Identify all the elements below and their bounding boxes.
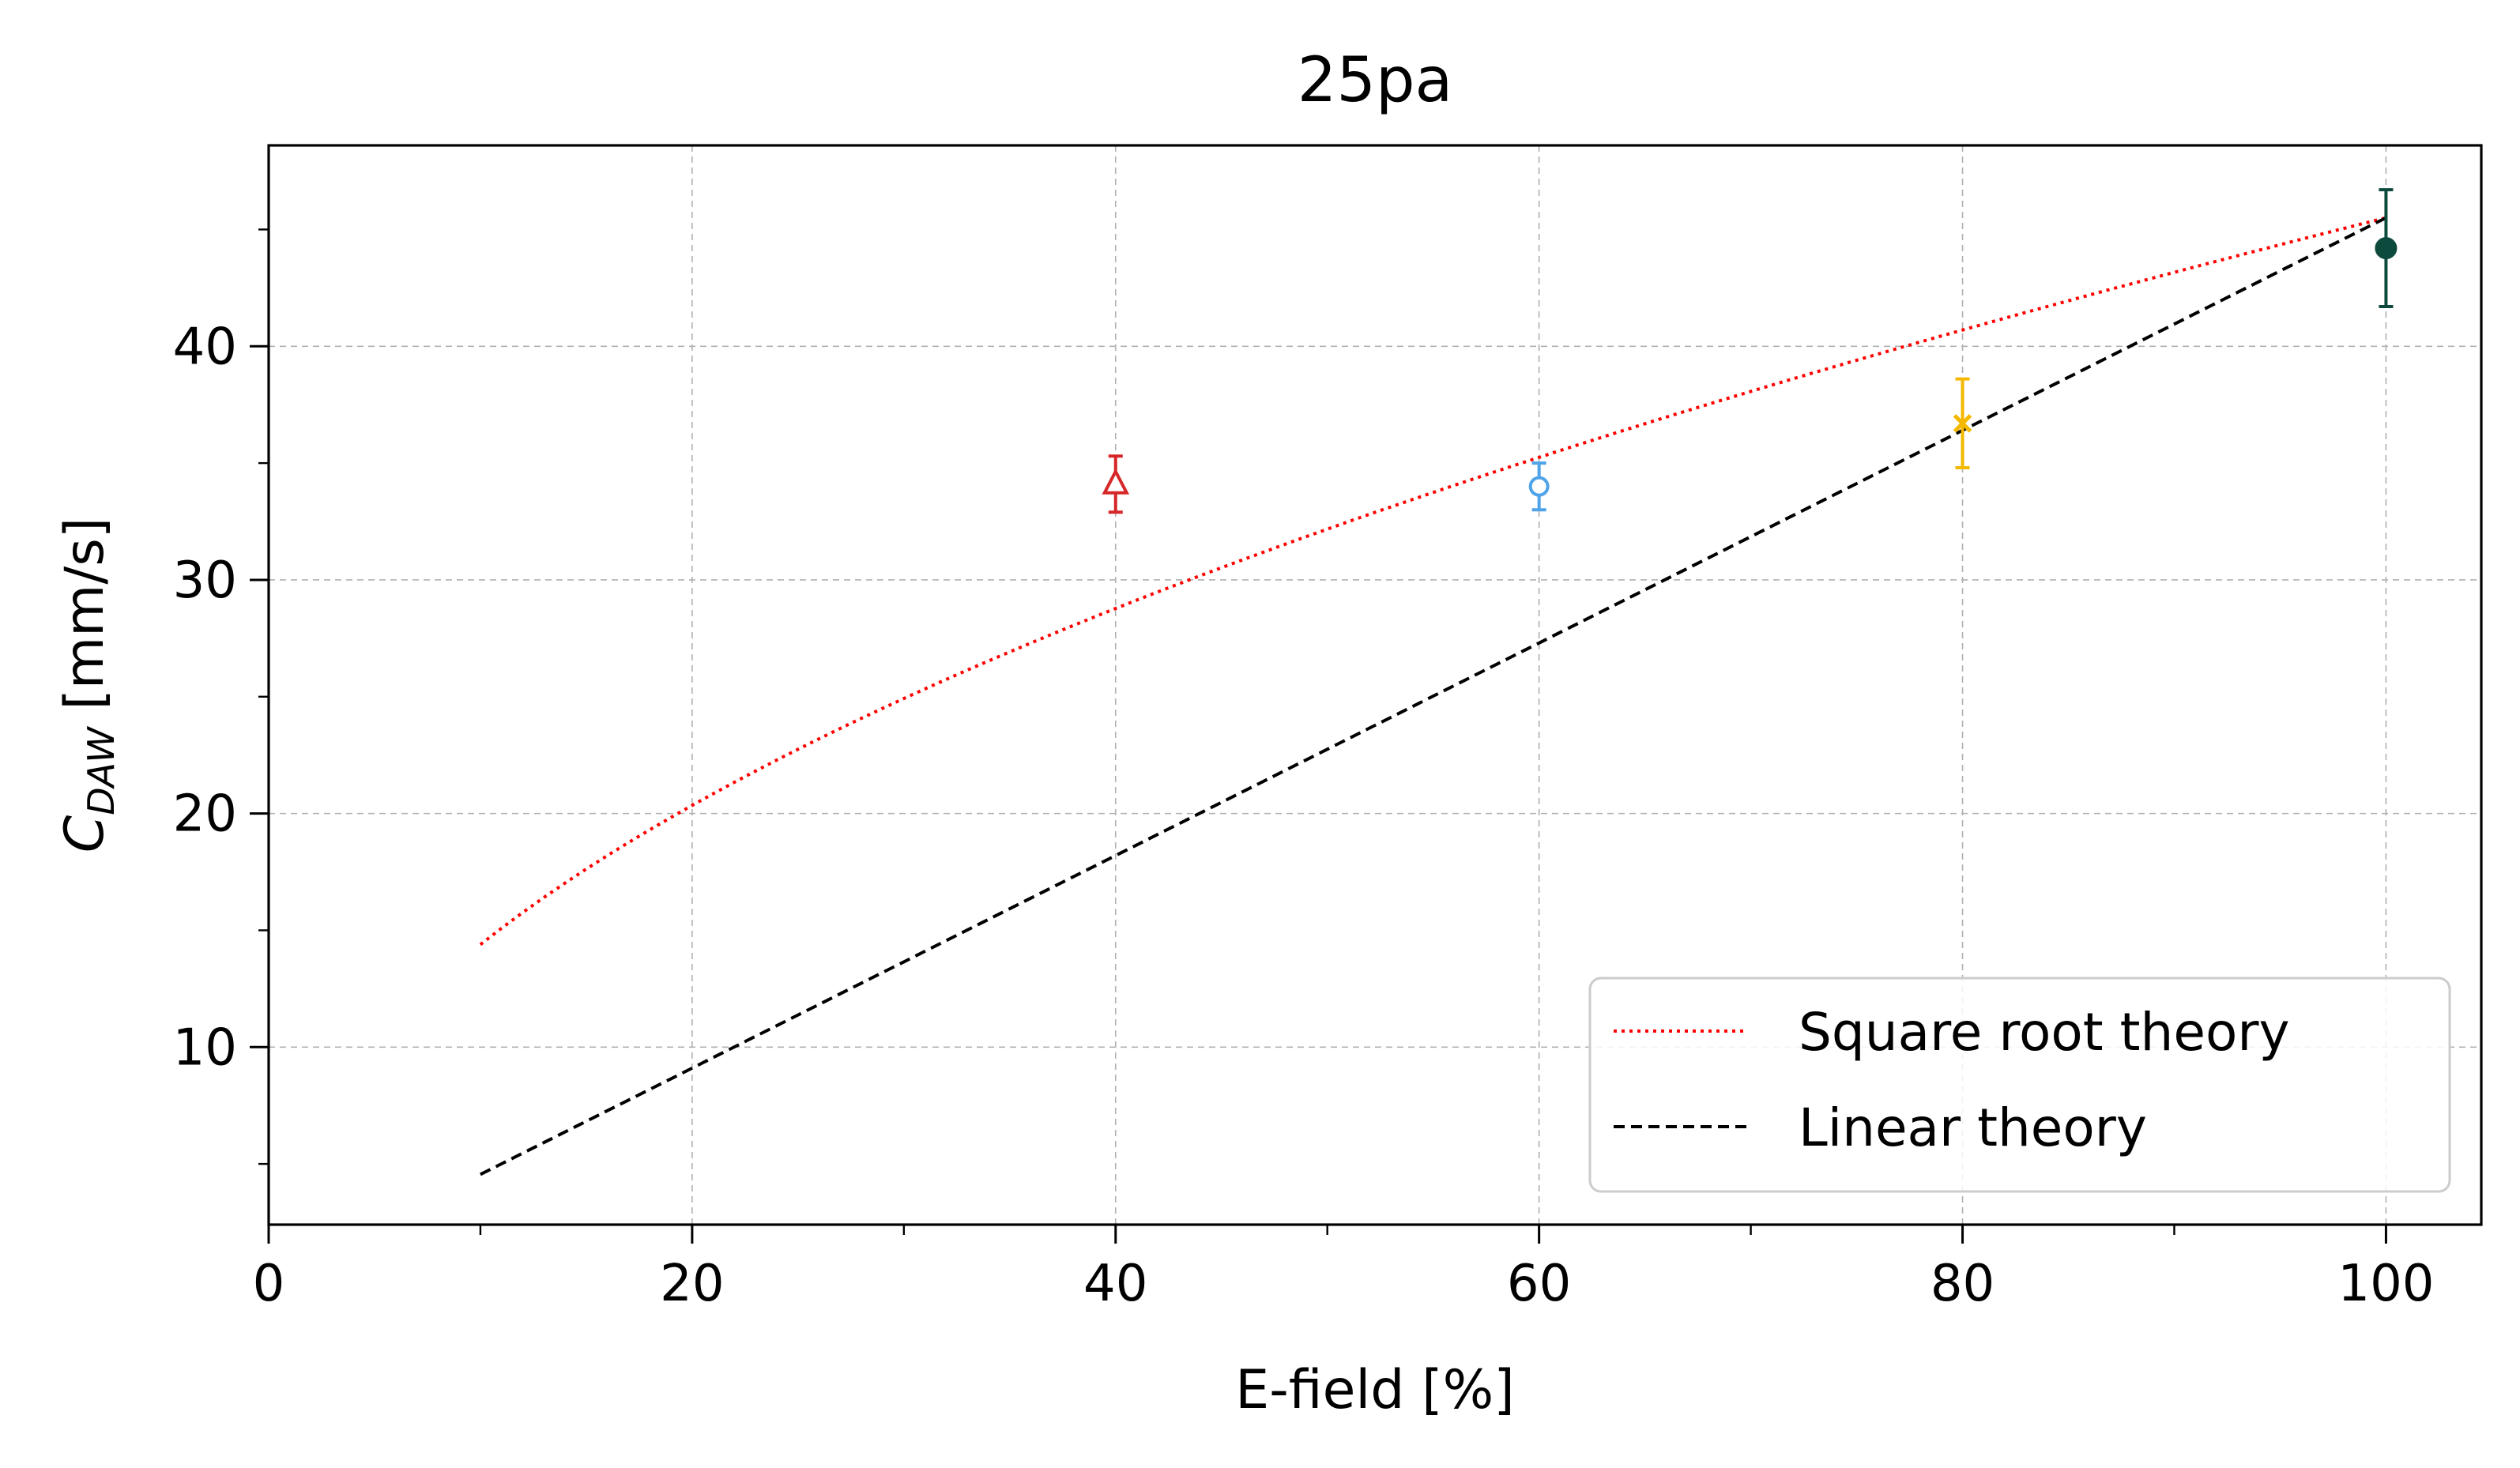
x-tick-label: 20: [660, 1255, 724, 1313]
data-point-x: [1953, 414, 1972, 433]
chart-title: 25pa: [1298, 45, 1453, 116]
y-axis-label-subscript: DAW: [80, 726, 122, 815]
x-tick-label: 0: [253, 1255, 285, 1313]
y-tick-label: 30: [173, 551, 237, 610]
data-point-circle-filled: [2375, 237, 2398, 260]
axis-ticks: [250, 228, 2387, 1244]
legend-box: [1588, 977, 2451, 1193]
y-axis-label: CDAW [mm/s]: [54, 518, 122, 853]
x-axis-label: E-field [%]: [1235, 1359, 1515, 1421]
plot-area-frame: [267, 144, 2483, 1226]
data-point-triangle: [1102, 468, 1130, 495]
legend: Square root theory Linear theory: [1588, 977, 2451, 1193]
square-root-theory-line: [479, 216, 2386, 947]
data-points: [1102, 188, 2398, 514]
linear-theory-line: [480, 216, 2387, 1176]
x-tick-label: 100: [2337, 1255, 2434, 1313]
y-tick-label: 40: [173, 318, 237, 376]
y-axis-label-symbol: C: [54, 815, 116, 853]
legend-label-square-root: Square root theory: [1799, 1002, 2290, 1063]
data-point-circle-open: [1528, 476, 1550, 497]
x-tick-label: 60: [1507, 1255, 1571, 1313]
y-tick-label: 10: [173, 1018, 237, 1077]
x-tick-label: 40: [1083, 1255, 1147, 1313]
tick-labels: 0 20 40 60 80 100 10 20 30 40: [173, 318, 2435, 1313]
theory-curves: [479, 216, 2387, 1176]
x-tick-label: 80: [1930, 1255, 1995, 1313]
y-tick-label: 20: [173, 785, 237, 844]
y-axis-label-unit: [mm/s]: [54, 518, 116, 728]
legend-label-linear: Linear theory: [1799, 1097, 2147, 1158]
